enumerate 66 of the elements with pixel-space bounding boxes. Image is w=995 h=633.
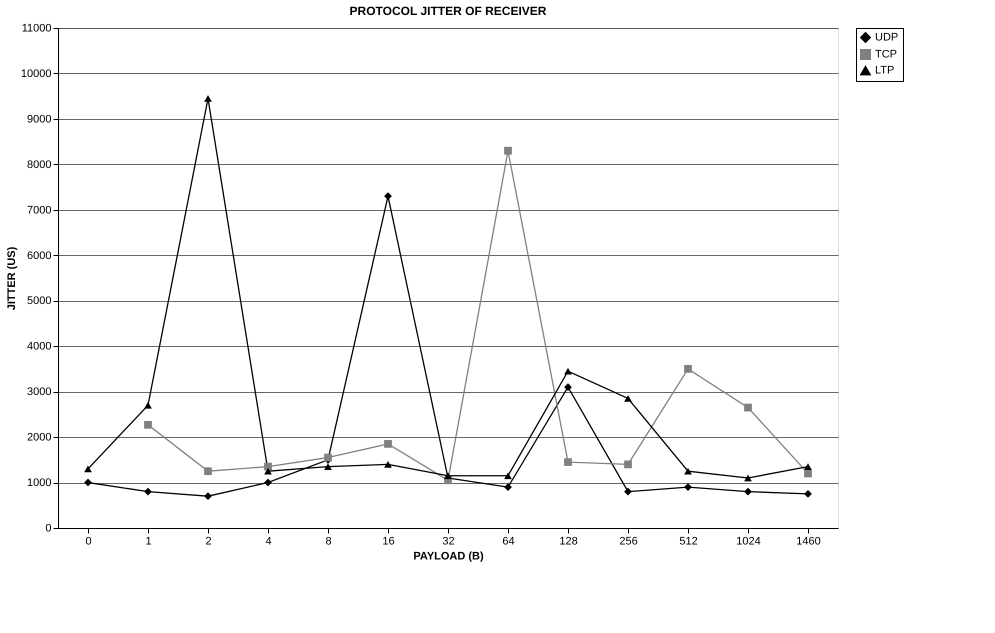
point bbox=[84, 478, 92, 486]
x-tick-label: 4 bbox=[265, 536, 272, 548]
point bbox=[504, 483, 512, 491]
point bbox=[384, 440, 392, 448]
y-tick-label: 11000 bbox=[22, 22, 52, 34]
point bbox=[804, 463, 812, 470]
chart-title: PROTOCOL JITTER OF RECEIVER bbox=[350, 4, 547, 18]
point bbox=[264, 462, 272, 471]
point bbox=[804, 490, 812, 498]
x-tick-label: 512 bbox=[679, 536, 698, 548]
legend-label: UDP bbox=[875, 32, 898, 44]
point bbox=[384, 461, 392, 468]
point bbox=[564, 383, 572, 391]
point bbox=[504, 146, 512, 155]
x-tick-label: 2 bbox=[205, 536, 212, 548]
point bbox=[144, 420, 152, 429]
point bbox=[744, 474, 752, 482]
x-axis-title: PAYLOAD (B) bbox=[413, 550, 484, 562]
point bbox=[264, 468, 272, 475]
point bbox=[384, 192, 392, 200]
y-tick-label: 10000 bbox=[20, 68, 52, 80]
point bbox=[684, 468, 692, 475]
point bbox=[804, 470, 812, 478]
point bbox=[684, 483, 692, 491]
x-tick-label: 0 bbox=[85, 536, 92, 548]
point bbox=[204, 467, 212, 476]
y-tick-label: 4000 bbox=[27, 340, 52, 353]
point bbox=[144, 488, 152, 496]
y-tick-label: 9000 bbox=[27, 113, 52, 126]
x-tick-label: 64 bbox=[502, 536, 515, 548]
point bbox=[204, 492, 212, 500]
point bbox=[564, 458, 572, 466]
x-tick-label: 16 bbox=[382, 536, 395, 548]
point bbox=[624, 460, 632, 468]
y-tick-label: 6000 bbox=[27, 250, 52, 262]
x-tick-label: 1024 bbox=[736, 536, 761, 548]
point bbox=[444, 472, 452, 480]
x-tick-label: 128 bbox=[559, 536, 578, 548]
x-tick-label: 256 bbox=[619, 536, 638, 548]
point bbox=[144, 402, 152, 409]
point bbox=[564, 368, 572, 375]
point bbox=[204, 95, 212, 102]
point bbox=[324, 463, 332, 470]
y-tick-label: 2000 bbox=[27, 432, 52, 444]
y-axis-title: JITTER (US) bbox=[6, 246, 18, 310]
point bbox=[624, 488, 632, 496]
point bbox=[744, 404, 752, 412]
legend-label: LTP bbox=[875, 64, 894, 76]
point bbox=[84, 466, 92, 472]
point bbox=[684, 365, 692, 373]
legend-label: TCP bbox=[875, 48, 897, 60]
y-tick-label: 1000 bbox=[27, 477, 52, 490]
y-tick-label: 0 bbox=[45, 522, 52, 534]
point bbox=[324, 454, 332, 462]
y-tick-label: 3000 bbox=[27, 386, 52, 398]
y-tick-label: 8000 bbox=[27, 158, 52, 171]
x-tick-label: 1460 bbox=[796, 536, 821, 548]
x-tick-label: 8 bbox=[325, 536, 332, 548]
y-tick-label: 5000 bbox=[27, 295, 52, 308]
x-tick-label: 32 bbox=[442, 536, 455, 548]
point bbox=[504, 472, 512, 480]
point bbox=[624, 395, 632, 402]
point bbox=[744, 488, 752, 496]
y-tick-label: 7000 bbox=[27, 204, 52, 216]
point bbox=[264, 478, 272, 486]
x-tick-label: 1 bbox=[145, 536, 152, 548]
